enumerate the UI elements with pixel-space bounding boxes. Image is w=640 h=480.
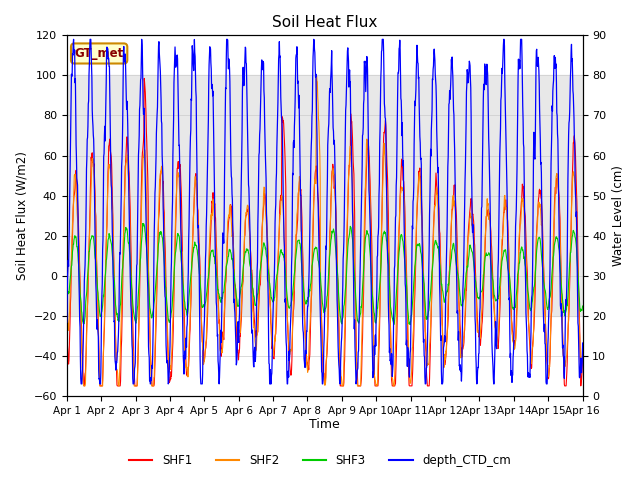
Y-axis label: Water Level (cm): Water Level (cm) [612,165,625,266]
Legend: SHF1, SHF2, SHF3, depth_CTD_cm: SHF1, SHF2, SHF3, depth_CTD_cm [124,449,516,472]
SHF2 [473,308,481,314]
SHF3 [518,245,526,251]
Line: SHF1: SHF1 [67,78,582,386]
depth_CTD_cm [236,268,244,274]
SHF2 [313,73,321,79]
SHF2 [405,361,413,367]
depth_CTD_cm [166,353,173,359]
SHF2 [236,329,243,335]
depth_CTD_cm [77,381,85,387]
SHF3 [236,295,243,301]
depth_CTD_cm [405,371,413,376]
depth_CTD_cm [70,36,77,42]
Line: SHF2: SHF2 [67,76,582,386]
SHF1 [473,296,481,301]
SHF1 [63,324,70,330]
SHF3 [166,320,173,325]
depth_CTD_cm [473,376,481,382]
SHF1 [579,352,586,358]
SHF3 [405,321,413,327]
X-axis label: Time: Time [309,419,340,432]
SHF1 [236,333,244,339]
Line: depth_CTD_cm: depth_CTD_cm [67,39,582,384]
Title: Soil Heat Flux: Soil Heat Flux [272,15,378,30]
Bar [67,75,582,316]
SHF1 [140,75,148,81]
SHF1 [80,383,88,389]
SHF2 [63,305,70,311]
SHF2 [518,195,526,201]
Line: SHF3: SHF3 [67,224,582,325]
SHF1 [166,378,173,384]
SHF3 [139,221,147,227]
depth_CTD_cm [179,294,186,300]
SHF1 [518,189,526,194]
SHF3 [390,322,397,328]
SHF2 [166,369,173,375]
depth_CTD_cm [518,55,526,60]
SHF2 [579,344,586,350]
SHF3 [579,303,586,309]
SHF3 [178,264,186,270]
depth_CTD_cm [579,340,586,346]
SHF1 [405,383,413,388]
Text: GT_met: GT_met [74,47,124,60]
SHF2 [80,383,88,389]
Y-axis label: Soil Heat Flux (W/m2): Soil Heat Flux (W/m2) [15,151,28,280]
SHF3 [473,285,481,291]
SHF1 [179,240,186,245]
SHF2 [178,250,186,256]
SHF3 [63,287,70,293]
depth_CTD_cm [63,319,70,325]
